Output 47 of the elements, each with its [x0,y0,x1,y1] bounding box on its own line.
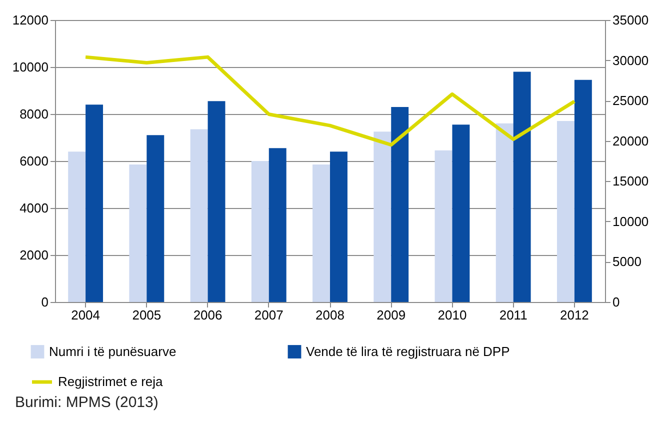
bar [268,148,286,302]
x-tick-label: 2004 [71,308,100,322]
y-tick-label: 10000 [12,60,48,74]
x-tick-label: 2012 [560,308,589,322]
bar [86,104,104,302]
bar [374,132,392,302]
y-tick-label: 0 [41,294,48,310]
y2-tick-label: 30000 [612,52,649,68]
bar [208,101,226,302]
bar [312,164,330,302]
bar [68,152,86,302]
bar [190,129,208,302]
bar [434,150,452,302]
y2-tick-label: 5000 [612,254,642,270]
x-tick-label: 2007 [254,308,284,322]
bar [146,135,164,302]
y-tick-label: 4000 [20,200,48,216]
x-tick-label: 2011 [499,308,528,322]
y-tick-label: 2000 [20,248,48,262]
y2-tick-label: 25000 [612,93,649,108]
y-tick-label: 12000 [12,12,48,28]
text: Burimi: MPMS (2013) [15,394,158,411]
y2-tick-label: 15000 [612,174,649,189]
y2-tick-label: 20000 [612,133,649,148]
bar [496,123,514,302]
x-tick-label: 2005 [132,308,162,322]
x-tick-label: 2008 [316,308,344,322]
bar [330,152,348,302]
bar [574,80,592,302]
y2-tick-label: 10000 [612,214,649,229]
bar [452,124,470,302]
bar [251,161,269,302]
y2-tick-label: 35000 [612,12,649,28]
y2-tick-label: 0 [612,294,620,310]
bar [129,164,147,302]
y-tick-label: 6000 [20,154,48,168]
x-tick-label: 2010 [438,308,467,322]
legend-label: Vende të lira të regjistruara në DPP [306,344,510,359]
bar [391,106,409,302]
x-tick-label: 2006 [193,308,222,322]
line-series [84,55,576,147]
bar [513,72,531,302]
bar [556,121,574,302]
legend-label: Regjistrimet e reja [58,374,164,389]
legend-label: Numri i të punësuarve [49,344,176,359]
y-tick-label: 8000 [20,106,48,122]
x-tick-label: 2009 [376,308,406,322]
